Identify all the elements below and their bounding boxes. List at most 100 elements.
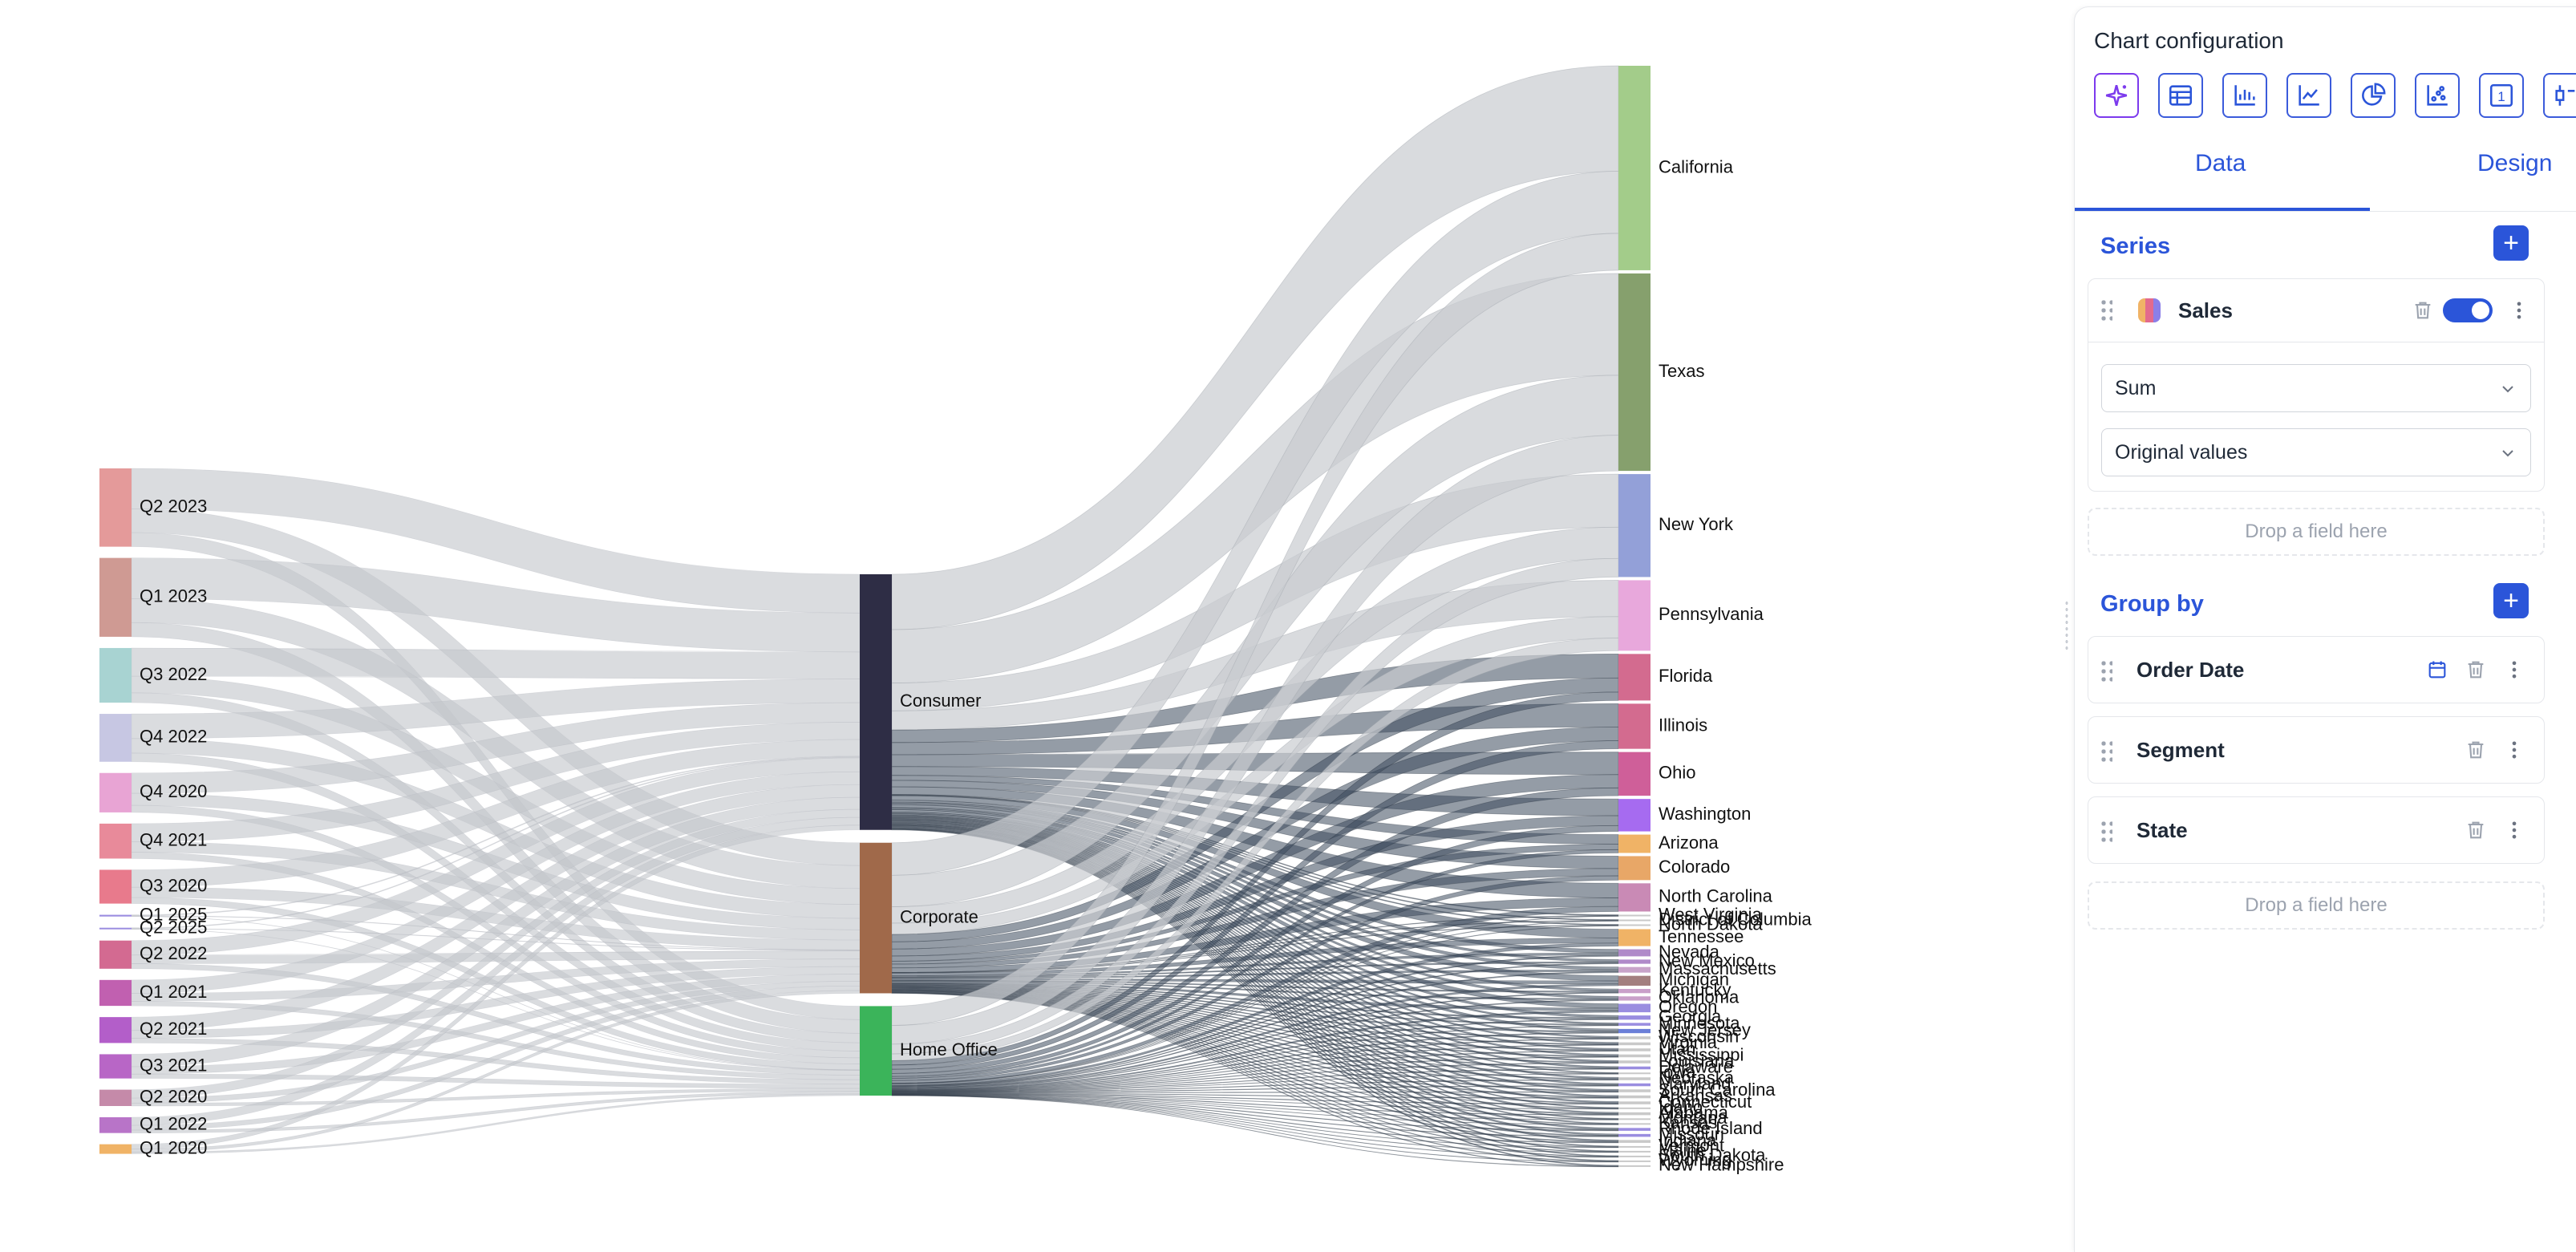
quarter-node[interactable] bbox=[99, 714, 132, 762]
state-node[interactable] bbox=[1618, 1101, 1651, 1104]
state-node[interactable] bbox=[1618, 1077, 1651, 1080]
state-node[interactable] bbox=[1618, 1054, 1651, 1058]
bar-chart-icon[interactable] bbox=[2222, 73, 2267, 118]
state-node[interactable] bbox=[1618, 1095, 1651, 1099]
more-vertical-icon[interactable] bbox=[2507, 298, 2531, 322]
group-field-card[interactable]: State bbox=[2088, 796, 2545, 864]
more-vertical-icon[interactable] bbox=[2502, 658, 2526, 682]
state-node[interactable] bbox=[1618, 580, 1651, 651]
add-group-button[interactable]: + bbox=[2493, 583, 2529, 618]
state-node[interactable] bbox=[1618, 1023, 1651, 1026]
state-node[interactable] bbox=[1618, 1118, 1651, 1120]
number-icon[interactable]: 1 bbox=[2479, 73, 2524, 118]
series-color-icon[interactable] bbox=[2138, 298, 2161, 322]
segment-node[interactable] bbox=[860, 1006, 892, 1096]
state-node[interactable] bbox=[1618, 1107, 1651, 1109]
state-node[interactable] bbox=[1618, 654, 1651, 701]
drag-handle-icon[interactable] bbox=[2100, 820, 2112, 842]
line-chart-icon[interactable] bbox=[2286, 73, 2331, 118]
quarter-node[interactable] bbox=[99, 1054, 132, 1079]
quarter-node[interactable] bbox=[99, 557, 132, 637]
trash-icon[interactable] bbox=[2411, 298, 2435, 322]
state-node[interactable] bbox=[1618, 1003, 1651, 1013]
tab-design[interactable]: Design bbox=[2477, 150, 2553, 176]
state-node[interactable] bbox=[1618, 1072, 1651, 1075]
quarter-node[interactable] bbox=[99, 772, 132, 812]
state-node[interactable] bbox=[1618, 1145, 1651, 1148]
state-node[interactable] bbox=[1618, 959, 1651, 964]
drag-handle-icon[interactable] bbox=[2100, 298, 2112, 321]
state-node[interactable] bbox=[1618, 919, 1651, 922]
state-node[interactable] bbox=[1618, 703, 1651, 749]
add-series-button[interactable]: + bbox=[2493, 225, 2529, 261]
state-node[interactable] bbox=[1618, 966, 1651, 973]
state-node[interactable] bbox=[1618, 1066, 1651, 1070]
state-node[interactable] bbox=[1618, 1089, 1651, 1092]
state-node[interactable] bbox=[1618, 834, 1651, 853]
state-node[interactable] bbox=[1618, 1128, 1651, 1131]
state-node[interactable] bbox=[1618, 929, 1651, 946]
panel-resize-handle[interactable] bbox=[2064, 600, 2069, 653]
series-visibility-toggle[interactable] bbox=[2443, 298, 2493, 322]
state-node[interactable] bbox=[1618, 988, 1651, 994]
group-field-card[interactable]: Segment bbox=[2088, 716, 2545, 784]
state-node[interactable] bbox=[1618, 914, 1651, 917]
quarter-node[interactable] bbox=[99, 1116, 132, 1133]
state-node[interactable] bbox=[1618, 996, 1651, 1001]
state-node[interactable] bbox=[1618, 273, 1651, 472]
state-node[interactable] bbox=[1618, 1028, 1651, 1034]
state-node[interactable] bbox=[1618, 752, 1651, 796]
state-node[interactable] bbox=[1618, 883, 1651, 912]
state-node[interactable] bbox=[1618, 1015, 1651, 1020]
quarter-node[interactable] bbox=[99, 468, 132, 547]
state-node[interactable] bbox=[1618, 924, 1651, 926]
state-node[interactable] bbox=[1618, 66, 1651, 270]
group-field-card[interactable]: Order Date bbox=[2088, 636, 2545, 703]
pie-chart-icon[interactable] bbox=[2351, 73, 2396, 118]
state-node[interactable] bbox=[1618, 1160, 1651, 1162]
segment-node[interactable] bbox=[860, 842, 892, 994]
state-node[interactable] bbox=[1618, 1042, 1651, 1046]
state-node[interactable] bbox=[1618, 1112, 1651, 1116]
state-node[interactable] bbox=[1618, 1060, 1651, 1064]
state-node[interactable] bbox=[1618, 856, 1651, 881]
quarter-node[interactable] bbox=[99, 823, 132, 859]
state-node[interactable] bbox=[1618, 1133, 1651, 1137]
trash-icon[interactable] bbox=[2464, 658, 2488, 682]
state-node[interactable] bbox=[1618, 799, 1651, 832]
tab-data[interactable]: Data bbox=[2195, 150, 2246, 176]
state-node[interactable] bbox=[1618, 1036, 1651, 1039]
quarter-node[interactable] bbox=[99, 869, 132, 904]
state-node[interactable] bbox=[1618, 975, 1651, 986]
sparkle-icon[interactable] bbox=[2094, 73, 2139, 118]
quarter-node[interactable] bbox=[99, 1089, 132, 1106]
state-node[interactable] bbox=[1618, 949, 1651, 957]
quarter-node[interactable] bbox=[99, 1144, 132, 1154]
quarter-node[interactable] bbox=[99, 940, 132, 969]
boxplot-icon[interactable] bbox=[2543, 73, 2576, 118]
quarter-node[interactable] bbox=[99, 914, 132, 917]
series-dropzone[interactable]: Drop a field here bbox=[2088, 508, 2545, 556]
quarter-node[interactable] bbox=[99, 927, 132, 930]
calendar-icon[interactable] bbox=[2425, 658, 2449, 682]
more-vertical-icon[interactable] bbox=[2502, 738, 2526, 762]
state-node[interactable] bbox=[1618, 1048, 1651, 1051]
state-node[interactable] bbox=[1618, 1155, 1651, 1157]
aggregation-select[interactable]: Sum bbox=[2101, 364, 2531, 412]
scatter-chart-icon[interactable] bbox=[2415, 73, 2460, 118]
more-vertical-icon[interactable] bbox=[2502, 818, 2526, 842]
transform-select[interactable]: Original values bbox=[2101, 428, 2531, 476]
state-node[interactable] bbox=[1618, 1083, 1651, 1087]
trash-icon[interactable] bbox=[2464, 818, 2488, 842]
quarter-node[interactable] bbox=[99, 647, 132, 703]
drag-handle-icon[interactable] bbox=[2100, 659, 2112, 682]
segment-node[interactable] bbox=[860, 574, 892, 830]
state-node[interactable] bbox=[1618, 1165, 1651, 1167]
quarter-node[interactable] bbox=[99, 1017, 132, 1043]
state-node[interactable] bbox=[1618, 1123, 1651, 1125]
state-node[interactable] bbox=[1618, 1140, 1651, 1143]
quarter-node[interactable] bbox=[99, 979, 132, 1007]
state-node[interactable] bbox=[1618, 474, 1651, 577]
table-icon[interactable] bbox=[2158, 73, 2203, 118]
trash-icon[interactable] bbox=[2464, 738, 2488, 762]
